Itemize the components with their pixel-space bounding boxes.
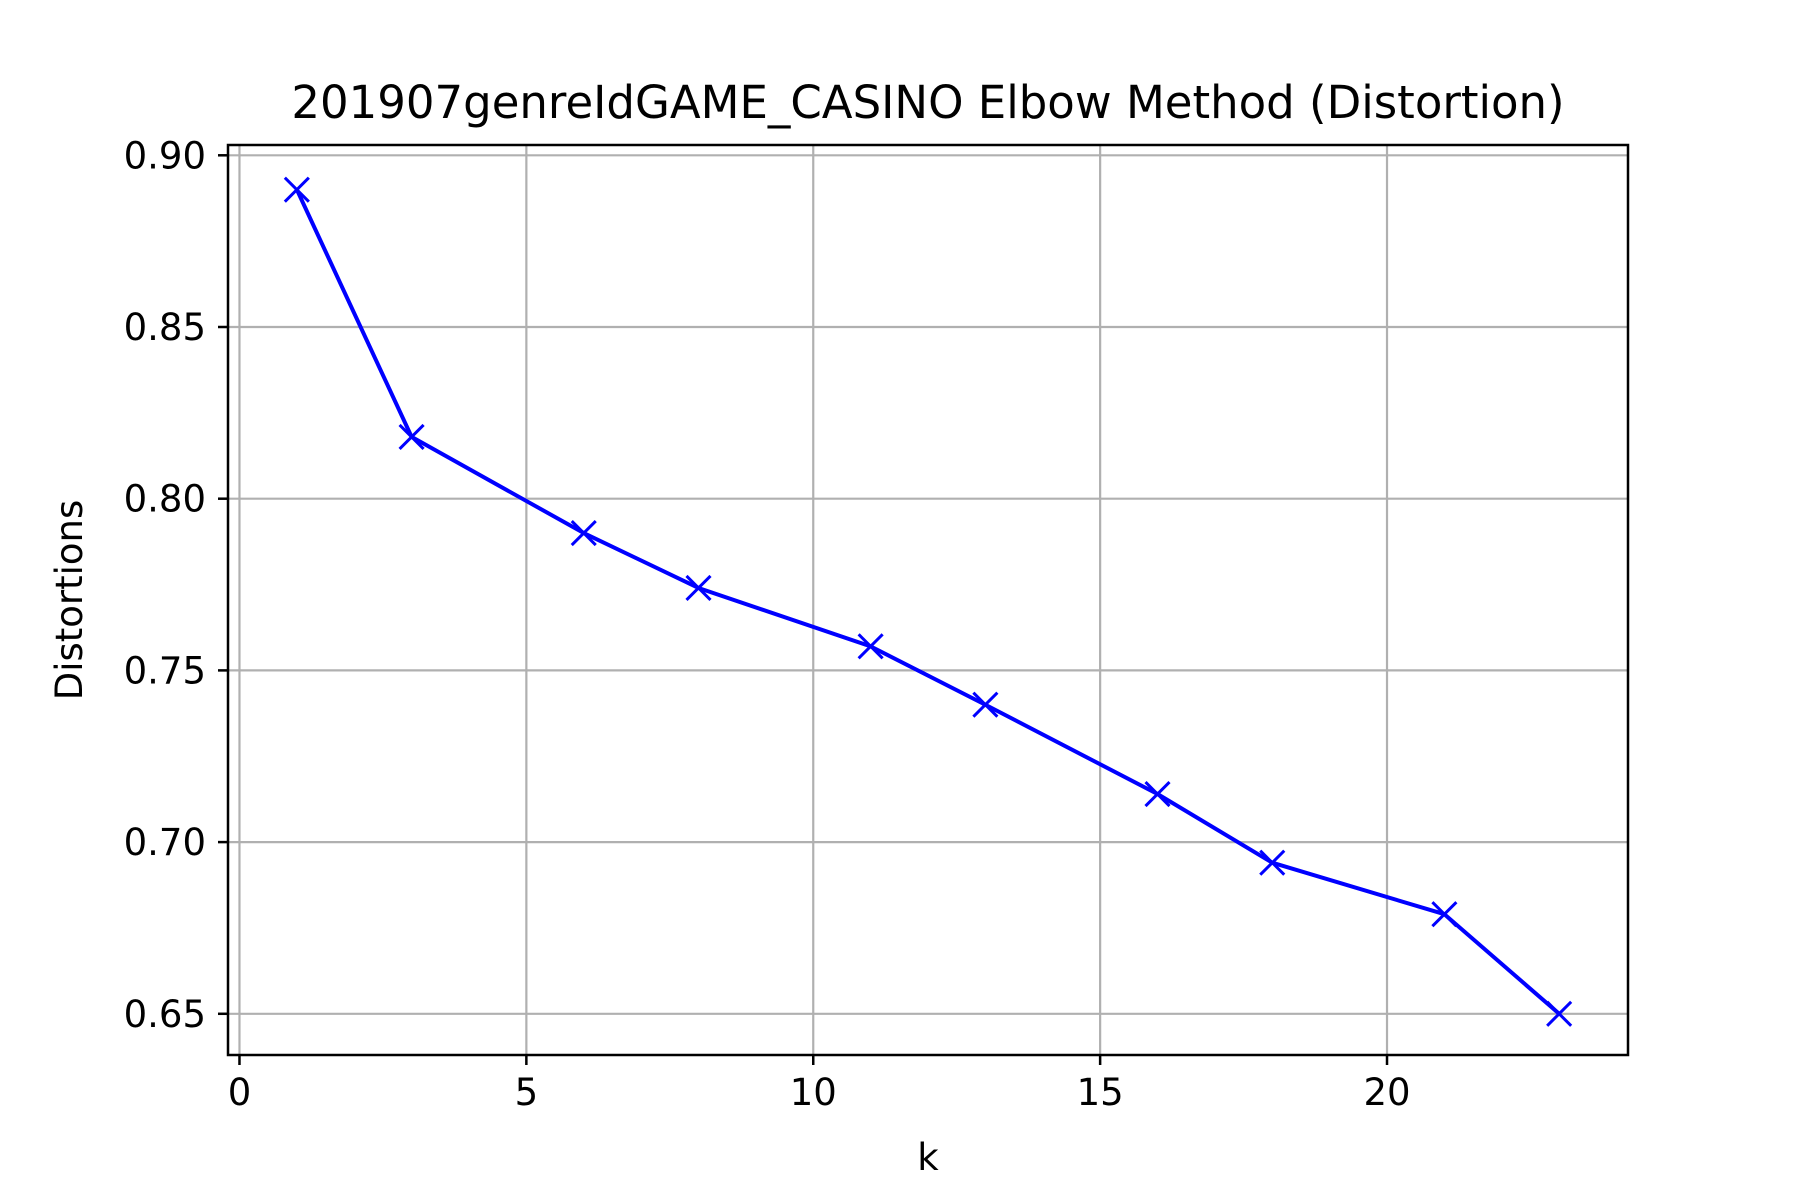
x-tick-label: 15: [1077, 1071, 1124, 1114]
y-tick-label: 0.75: [124, 649, 206, 692]
x-tick-label: 20: [1363, 1071, 1410, 1114]
data-point-marker: [1259, 849, 1286, 876]
series-layer: [283, 176, 1573, 1027]
y-tick-label: 0.70: [124, 821, 206, 864]
data-point-marker: [570, 519, 597, 547]
y-axis-label: Distortions: [48, 500, 91, 701]
chart-title: 201907genreIdGAME_CASINO Elbow Method (D…: [291, 76, 1564, 129]
data-point-marker: [972, 691, 999, 718]
series-line: [295, 188, 1561, 1016]
plot-frame: [226, 143, 1630, 1057]
grid-lines: [228, 145, 1628, 1055]
x-tick-label: 10: [790, 1071, 837, 1114]
x-axis-label: k: [917, 1136, 939, 1179]
x-tick-label: 0: [228, 1071, 252, 1114]
x-tick-label: 5: [515, 1071, 539, 1114]
y-tick-label: 0.85: [124, 306, 206, 349]
data-point-marker: [283, 176, 310, 203]
axis-ticks: [218, 154, 1389, 1065]
data-point-marker: [398, 423, 425, 450]
y-tick-label: 0.80: [124, 478, 206, 521]
y-tick-label: 0.90: [124, 134, 206, 177]
data-point-marker: [1546, 1000, 1573, 1027]
data-point-marker: [1431, 901, 1458, 928]
data-point-marker: [857, 633, 884, 660]
data-point-marker: [685, 574, 712, 602]
tick-labels: 0 5 10 15 20 0.65 0.70 0.75 0.80 0.85 0.90: [124, 134, 1411, 1114]
data-point-marker: [1144, 780, 1171, 808]
y-tick-label: 0.65: [124, 993, 206, 1036]
